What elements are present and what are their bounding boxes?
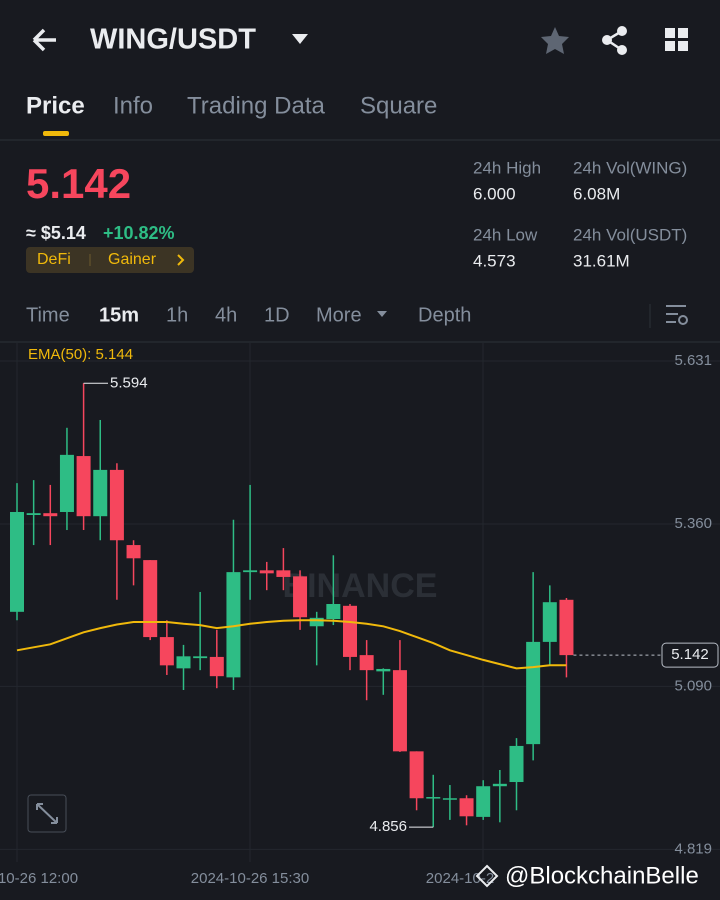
- candle-body: [359, 655, 374, 671]
- interval[interactable]: 4h: [215, 304, 237, 326]
- tab[interactable]: Square: [360, 92, 437, 119]
- candle-body: [243, 570, 258, 573]
- candle-body: [426, 797, 441, 799]
- tag[interactable]: Gainer: [108, 251, 157, 268]
- stat-value: 6.08M: [573, 184, 620, 203]
- more-arrow[interactable]: [377, 311, 387, 317]
- candle-body: [559, 599, 574, 656]
- tab[interactable]: Trading Data: [187, 92, 326, 119]
- interval[interactable]: Depth: [418, 304, 471, 326]
- candle-body: [126, 545, 141, 559]
- pair-title[interactable]: WING/USDT: [90, 24, 256, 56]
- y-tick-label: 5.360: [674, 515, 712, 532]
- candle-body: [376, 668, 391, 672]
- candle-body: [143, 560, 158, 638]
- expand-button[interactable]: [27, 794, 67, 833]
- stat-label: 24h Vol(WING): [573, 158, 687, 177]
- candle-body: [392, 670, 407, 752]
- price-change: +10.82%: [103, 223, 175, 243]
- low-label: 4.856: [369, 818, 407, 835]
- candle-body: [176, 656, 191, 669]
- candle-body: [459, 798, 474, 817]
- interval[interactable]: 15m: [99, 304, 139, 326]
- candle-body: [492, 783, 507, 787]
- stat-label: 24h Vol(USDT): [573, 225, 687, 244]
- last-price-box: [661, 642, 719, 668]
- candle-body: [276, 570, 291, 577]
- share-icon[interactable]: [602, 26, 627, 55]
- candle-body: [10, 511, 24, 612]
- tag-box[interactable]: [26, 247, 194, 273]
- y-tick-label: 4.819: [674, 840, 712, 857]
- stat-value: 4.573: [473, 251, 516, 270]
- candle-body: [209, 656, 224, 677]
- interval[interactable]: Time: [26, 304, 70, 326]
- x-tick-label: 2024-10-26 15:30: [191, 870, 309, 887]
- expand-icon: [36, 803, 58, 824]
- watermark-logo: [475, 864, 499, 888]
- candle-body: [476, 786, 491, 817]
- candle-body: [226, 572, 241, 678]
- stat-label: 24h Low: [473, 225, 538, 244]
- favorite-icon[interactable]: [541, 27, 569, 54]
- candle-body: [542, 602, 557, 642]
- stat-value: 6.000: [473, 184, 516, 203]
- high-label: 5.594: [110, 374, 148, 391]
- tag[interactable]: DeFi: [37, 251, 71, 268]
- candle-body: [293, 576, 308, 618]
- interval[interactable]: More: [316, 304, 362, 326]
- x-tick-label: 2024-10-2: [426, 870, 494, 887]
- interval[interactable]: 1h: [166, 304, 188, 326]
- candle-body: [509, 745, 524, 783]
- candle-body: [93, 469, 108, 517]
- stat-label: 24h High: [473, 158, 541, 177]
- tab[interactable]: Info: [113, 92, 153, 119]
- candle-body: [326, 604, 341, 620]
- tag-arrow: [177, 254, 185, 266]
- ema-line: [16, 619, 567, 670]
- grid-icon[interactable]: [665, 28, 688, 51]
- candle-body: [343, 605, 357, 657]
- candle-body: [26, 513, 41, 515]
- y-tick-label: 5.090: [674, 677, 712, 694]
- candle-body: [159, 637, 174, 666]
- candle-body: [193, 656, 208, 659]
- y-tick-label: 5.631: [674, 352, 712, 369]
- candle-body: [259, 570, 274, 574]
- stat-value: 31.61M: [573, 251, 630, 270]
- back-button[interactable]: [32, 28, 56, 52]
- usd-price: ≈ $5.14: [26, 223, 86, 243]
- watermark-credit: @BlockchainBelle: [505, 862, 699, 889]
- candle-body: [76, 456, 91, 517]
- candle-body: [309, 617, 324, 627]
- tab[interactable]: Price: [26, 92, 85, 119]
- last-price-label: 5.142: [671, 646, 709, 663]
- settings-icon[interactable]: [666, 305, 688, 325]
- candle-body: [442, 798, 457, 800]
- watermark: BINANCE: [283, 567, 438, 605]
- candle-body: [43, 513, 58, 517]
- x-tick-label: 10-26 12:00: [0, 870, 78, 887]
- candle-body: [409, 751, 424, 799]
- candle-body: [526, 641, 541, 745]
- indicator-label: EMA(50): 5.144: [28, 346, 133, 363]
- interval[interactable]: 1D: [264, 304, 290, 326]
- candle-body: [59, 454, 74, 512]
- last-price: 5.142: [26, 160, 131, 207]
- dropdown-arrow[interactable]: [292, 34, 308, 44]
- active-tab-indicator: [43, 131, 69, 136]
- candle-body: [109, 469, 124, 541]
